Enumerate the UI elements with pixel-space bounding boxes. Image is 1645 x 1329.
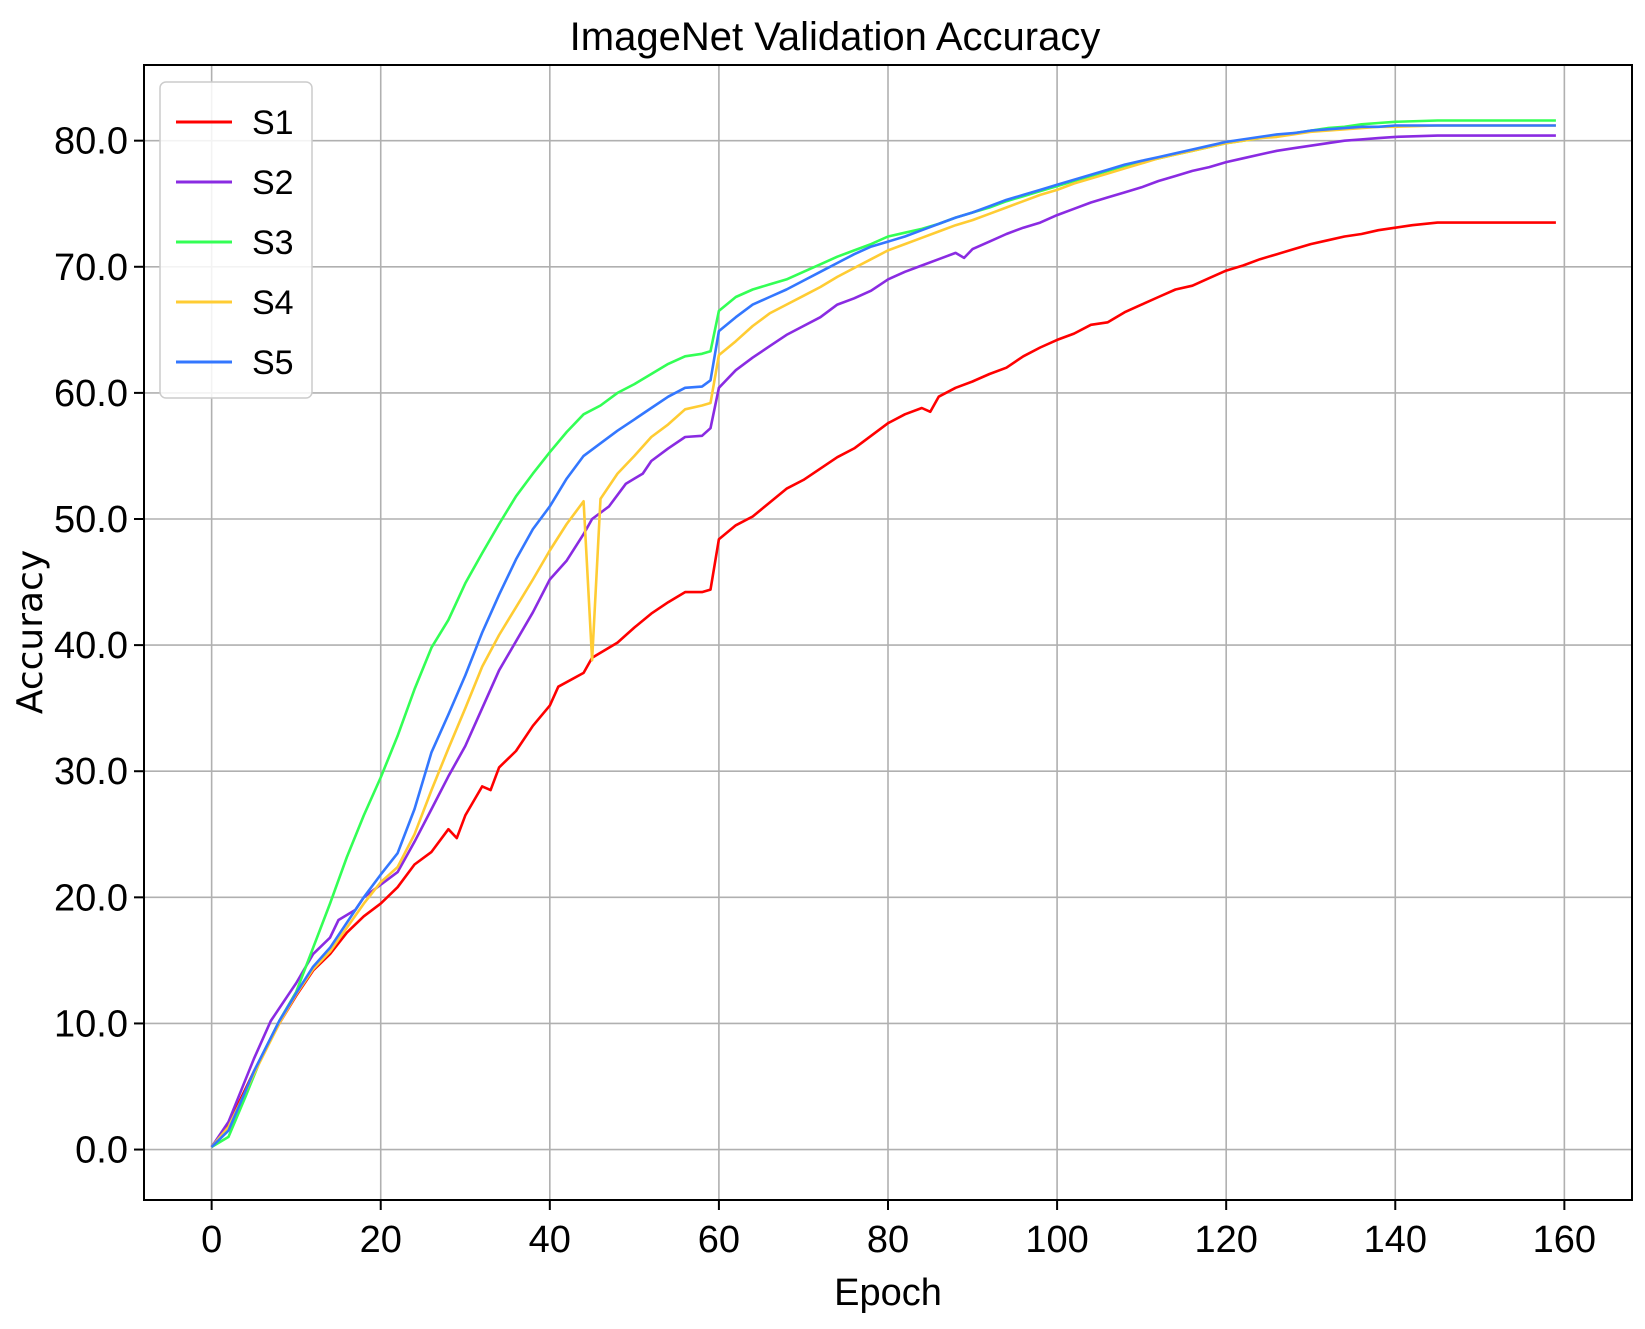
axis-ticks: 0 20 40 60 80 100 120 140 160 0.0 10.0 20.0 30.0 40.0… bbox=[54, 121, 1596, 1261]
legend-label: S4 bbox=[252, 284, 294, 322]
legend-label: S2 bbox=[252, 164, 294, 202]
x-tick-label: 60 bbox=[698, 1219, 740, 1261]
legend-label: S3 bbox=[252, 224, 294, 262]
x-axis-label: Epoch bbox=[834, 1272, 942, 1314]
x-tick-label: 80 bbox=[867, 1219, 909, 1261]
legend-label: S1 bbox=[252, 104, 294, 142]
x-tick-label: 40 bbox=[529, 1219, 571, 1261]
series-line-s2 bbox=[210, 134, 1556, 1148]
legend-frame bbox=[159, 81, 313, 399]
y-tick-label: 30.0 bbox=[54, 751, 128, 793]
x-tick-label: 140 bbox=[1364, 1219, 1427, 1261]
grid bbox=[144, 65, 1632, 1200]
y-tick-label: 40.0 bbox=[54, 625, 128, 667]
series-line-s4 bbox=[210, 124, 1556, 1148]
y-axis-label: Accuracy bbox=[10, 550, 51, 714]
y-tick-label: 20.0 bbox=[54, 877, 128, 919]
x-tick-label: 0 bbox=[201, 1219, 222, 1261]
x-tick-label: 120 bbox=[1194, 1219, 1257, 1261]
legend-label: S5 bbox=[252, 344, 294, 382]
x-tick-label: 160 bbox=[1533, 1219, 1596, 1261]
y-tick-label: 80.0 bbox=[54, 121, 128, 163]
series-line-s3 bbox=[210, 119, 1556, 1149]
chart-title: ImageNet Validation Accuracy bbox=[570, 15, 1101, 59]
series-lines bbox=[210, 119, 1556, 1149]
y-tick-label: 70.0 bbox=[54, 247, 128, 289]
y-tick-label: 60.0 bbox=[54, 373, 128, 415]
series-line-s5 bbox=[210, 124, 1556, 1148]
series-line-s1 bbox=[210, 221, 1556, 1148]
y-tick-label: 50.0 bbox=[54, 499, 128, 541]
x-tick-label: 100 bbox=[1025, 1219, 1088, 1261]
legend: S1 S2 S3 S4 S5 bbox=[159, 81, 313, 399]
y-tick-label: 10.0 bbox=[54, 1003, 128, 1045]
x-tick-label: 20 bbox=[360, 1219, 402, 1261]
y-tick-label: 0.0 bbox=[75, 1130, 128, 1172]
